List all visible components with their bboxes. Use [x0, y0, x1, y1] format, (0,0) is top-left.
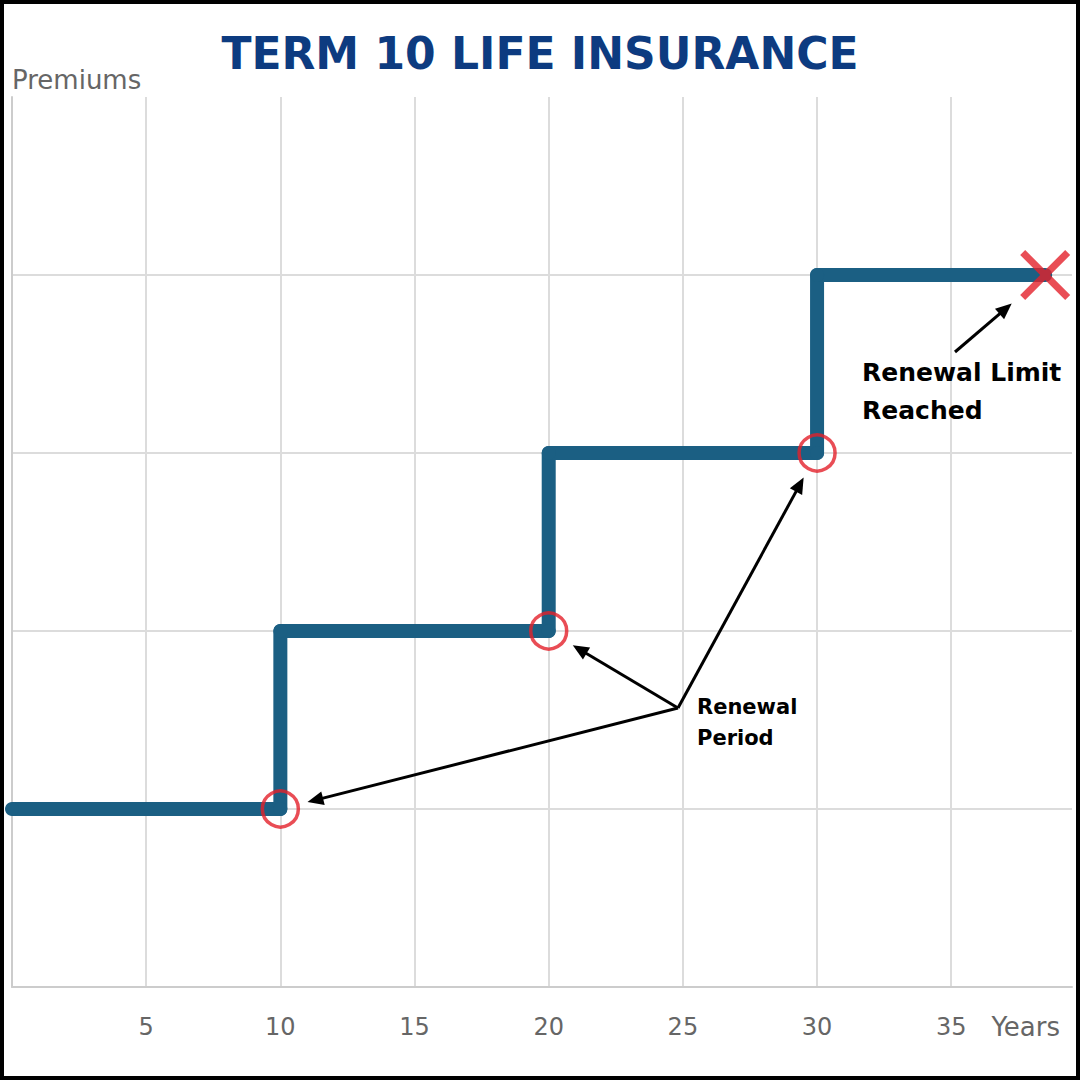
svg-text:15: 15 [399, 1013, 430, 1041]
svg-text:5: 5 [139, 1013, 154, 1041]
svg-text:Years: Years [990, 1012, 1060, 1042]
svg-text:35: 35 [936, 1013, 967, 1041]
svg-text:20: 20 [533, 1013, 564, 1041]
svg-text:25: 25 [668, 1013, 699, 1041]
svg-text:Reached: Reached [862, 396, 983, 425]
svg-text:Renewal: Renewal [697, 695, 797, 719]
svg-text:Renewal Limit: Renewal Limit [862, 358, 1061, 387]
svg-text:30: 30 [802, 1013, 833, 1041]
svg-text:Period: Period [697, 726, 774, 750]
svg-text:Premiums: Premiums [12, 65, 141, 95]
svg-text:TERM 10 LIFE INSURANCE: TERM 10 LIFE INSURANCE [221, 28, 858, 79]
svg-text:10: 10 [265, 1013, 296, 1041]
